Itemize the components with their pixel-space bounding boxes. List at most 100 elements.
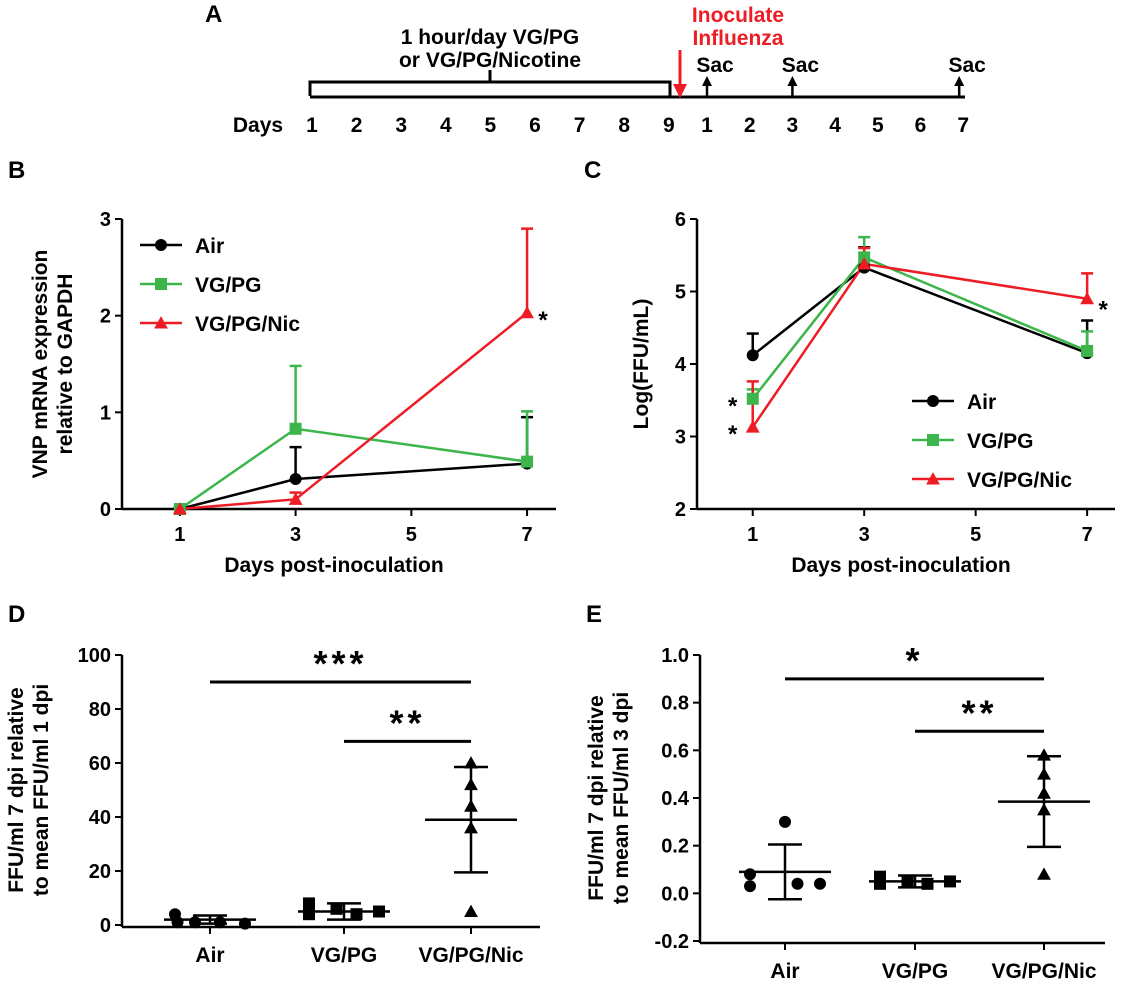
- data-point: [520, 305, 534, 319]
- significance-stars: **: [961, 692, 997, 733]
- y-tick-label: 4: [675, 354, 687, 376]
- legend-label: VG/PG: [195, 274, 262, 297]
- inoculate-arrow-head: [673, 84, 687, 98]
- x-tick-label: 1: [174, 524, 185, 546]
- series-line: [179, 462, 528, 511]
- data-point: [857, 257, 872, 270]
- y-tick-label: 20: [89, 861, 111, 883]
- y-tick-label: 3: [675, 427, 686, 449]
- exposure-day-label: 3: [395, 114, 407, 137]
- legend-label: Air: [967, 391, 996, 414]
- exposure-day-label: 6: [529, 114, 541, 137]
- category-label: Air: [195, 944, 224, 967]
- exposure-day-label: 8: [618, 114, 630, 137]
- timeline-days: 1 2 3 4 5 6 7 8 9 1 2 3 4 5 6 7: [306, 114, 969, 137]
- sac-label: Sac: [696, 54, 734, 77]
- y-tick-label: 0.4: [661, 788, 690, 810]
- legend-label: VG/PG/Nic: [967, 469, 1072, 492]
- y-tick-label: 0.8: [661, 693, 689, 715]
- sac-arrow-head: [787, 76, 798, 86]
- timeline-sacs: Sac Sac Sac: [696, 54, 986, 97]
- significance-star: *: [728, 393, 738, 420]
- data-point: [1037, 867, 1051, 880]
- legend-marker: [155, 278, 167, 290]
- y-tick-label: 40: [89, 807, 111, 829]
- significance-stars: **: [389, 702, 425, 743]
- x-tick-label: 1: [747, 524, 758, 546]
- infection-day-label: 1: [701, 114, 713, 137]
- legend-marker: [927, 434, 939, 446]
- category-label: VG/PG/Nic: [991, 960, 1096, 983]
- exposure-day-label: 2: [351, 114, 363, 137]
- y-tick-label: 5: [675, 282, 686, 304]
- exposure-day-label: 7: [574, 114, 586, 137]
- significance-star: *: [1098, 296, 1108, 323]
- significance-stars: ***: [313, 643, 367, 684]
- y-tick-label: 1: [100, 402, 111, 424]
- exposure-bracket: [308, 80, 672, 96]
- y-tick-label: 0: [100, 499, 111, 521]
- data-point: [814, 877, 826, 890]
- exposure-day-label: 1: [306, 114, 318, 137]
- data-point: [289, 422, 302, 435]
- x-axis-title: Days post-inoculation: [791, 554, 1010, 577]
- panel-label-b: B: [8, 157, 25, 184]
- category-label: VG/PG: [311, 944, 378, 967]
- y-tick-label: 3: [100, 209, 111, 231]
- data-point: [745, 420, 760, 433]
- line-chart-vnp: 0 1 2 3 1 3 5 7 Days post-inoculation VNP mRNA ex…: [29, 209, 556, 577]
- data-point: [746, 349, 759, 362]
- y-tick-label: 0: [100, 915, 111, 937]
- y-tick-label: 6: [675, 209, 686, 231]
- y-tick-label: 2: [100, 306, 111, 328]
- panel-label-d: D: [8, 601, 25, 628]
- legend-label: Air: [195, 235, 224, 258]
- x-tick-label: 3: [290, 524, 301, 546]
- data-point: [303, 908, 315, 921]
- y-axis-title-line2: relative to GAPDH: [54, 274, 77, 455]
- sac-arrow-head: [702, 76, 712, 86]
- inoculate-label-line2: Influenza: [692, 27, 783, 50]
- data-point: [1080, 291, 1095, 305]
- exposure-day-label: 9: [663, 114, 675, 137]
- panel-label-a: A: [205, 1, 222, 28]
- data-point: [1081, 344, 1094, 357]
- data-point: [464, 756, 478, 769]
- legend-marker: [927, 395, 939, 407]
- category-label: VG/PG/Nic: [418, 944, 523, 967]
- data-point: [189, 916, 201, 929]
- data-point: [289, 473, 302, 486]
- data-point: [744, 880, 756, 893]
- exposure-label-line2: or VG/PG/Nicotine: [399, 49, 581, 72]
- legend-marker: [154, 316, 168, 329]
- exposure-day-label: 4: [440, 114, 452, 137]
- data-point: [171, 916, 184, 929]
- y-axis-title-line2: to mean FFU/ml 3 dpi: [610, 692, 633, 904]
- y-tick-label: 1.0: [661, 645, 689, 667]
- y-axis-title-line1: FFU/ml 7 dpi relative: [585, 695, 608, 900]
- panel-label-e: E: [586, 601, 602, 628]
- series-line: [179, 427, 528, 511]
- y-tick-label: -0.2: [655, 931, 689, 953]
- significance-star: *: [538, 307, 548, 334]
- y-tick-label: 0.0: [661, 883, 689, 905]
- x-tick-label: 5: [406, 524, 417, 546]
- legend-marker: [155, 239, 167, 251]
- y-tick-label: 2: [675, 499, 686, 521]
- exposure-day-label: 5: [485, 114, 497, 137]
- legend-label: VG/PG: [967, 430, 1034, 453]
- scatter-chart-1dpi: 0 20 40 60 80 100 Air VG/PG VG/PG/Nic FFU/ml 7 dp…: [5, 643, 540, 967]
- data-point: [288, 492, 303, 505]
- y-axis-title-line1: VNP mRNA expression: [29, 250, 52, 479]
- y-axis-title: Log(FFU/mL): [630, 299, 653, 430]
- significance-star: *: [728, 421, 738, 448]
- legend-marker: [926, 472, 940, 485]
- significance-stars: *: [905, 640, 923, 681]
- series-line: [751, 255, 1088, 400]
- y-tick-label: 0.2: [661, 836, 689, 858]
- y-tick-label: 0.6: [661, 740, 689, 762]
- infection-day-label: 7: [957, 114, 969, 137]
- data-point: [744, 868, 756, 881]
- data-point: [464, 904, 478, 918]
